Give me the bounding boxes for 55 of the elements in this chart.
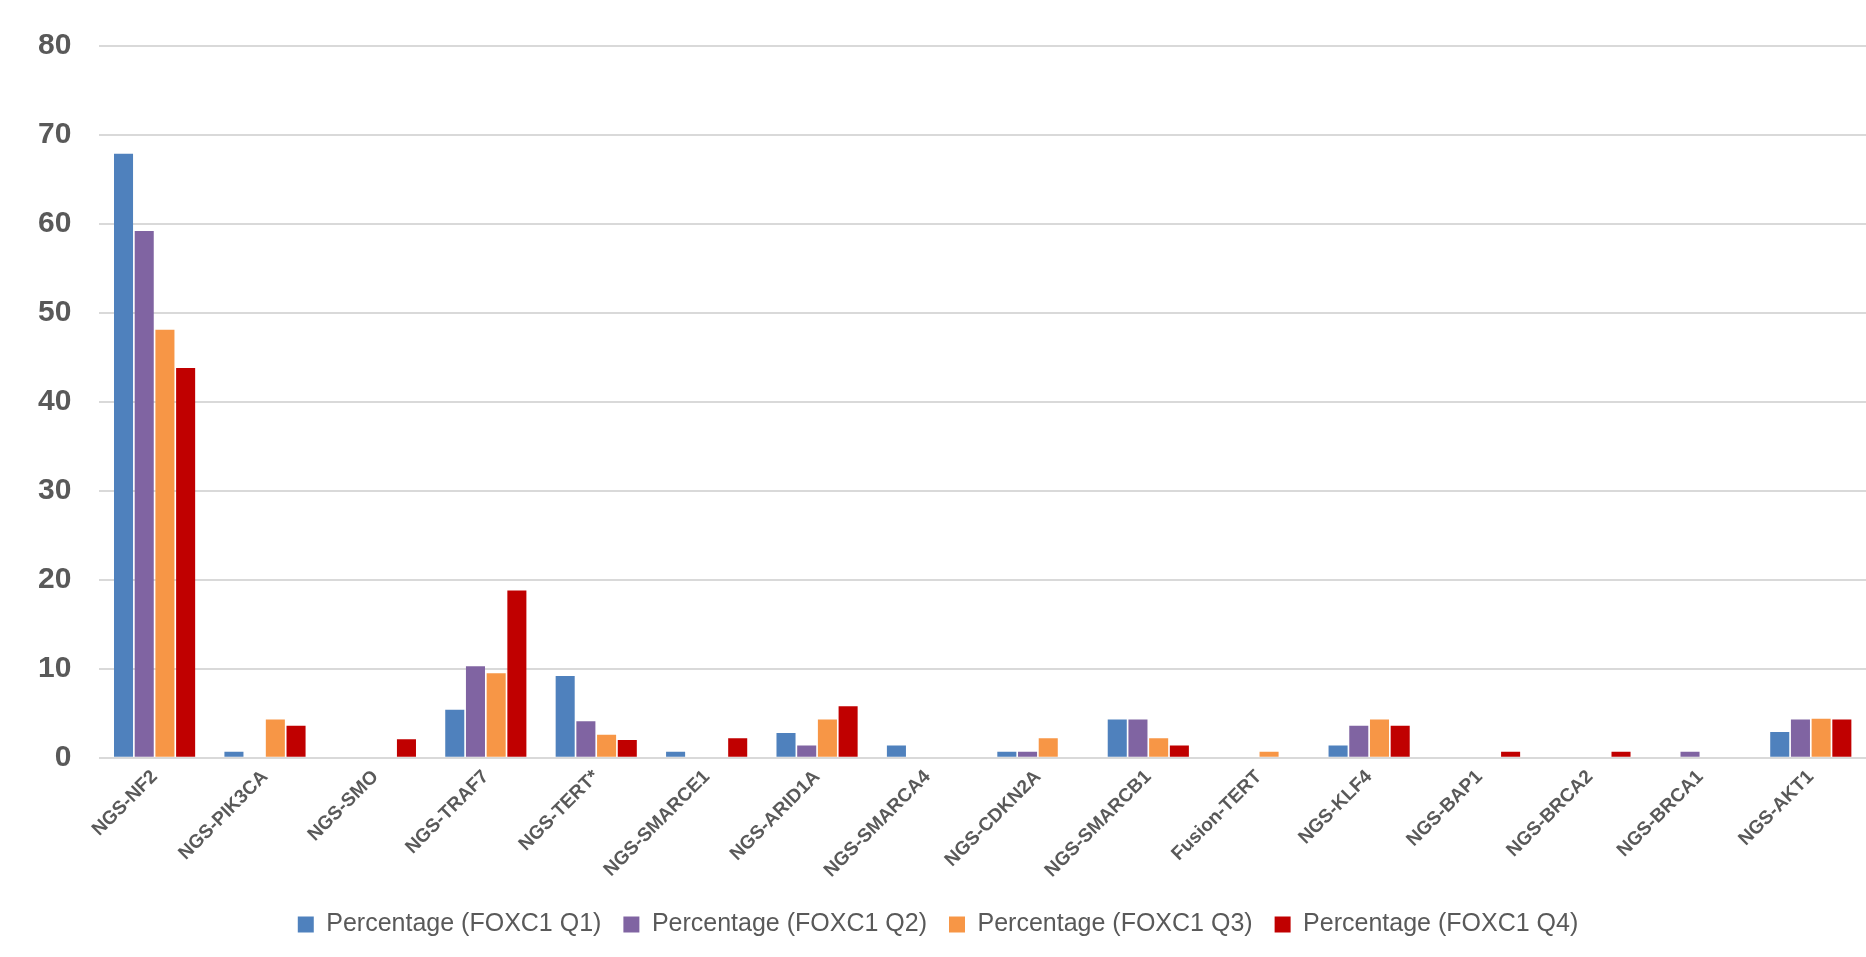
- bar: [286, 725, 306, 757]
- legend-label: Percentage (FOXC1 Q1): [326, 908, 602, 937]
- bar: [1501, 751, 1521, 757]
- bar: [465, 666, 485, 757]
- bar: [576, 721, 596, 757]
- y-tick-label: 60: [37, 205, 72, 239]
- bar: [1038, 738, 1058, 757]
- bar: [1328, 745, 1348, 757]
- bar: [396, 739, 416, 757]
- y-tick-label: 30: [37, 472, 72, 506]
- y-tick-label: 50: [37, 294, 72, 328]
- y-tick-label: 80: [37, 27, 72, 61]
- bar: [265, 719, 285, 757]
- bar: [1611, 751, 1631, 757]
- bar: [1832, 719, 1852, 757]
- bar: [776, 732, 796, 757]
- bar: [666, 751, 686, 757]
- legend-label: Percentage (FOXC1 Q2): [651, 908, 928, 937]
- bar: [155, 329, 175, 757]
- bar: [1390, 725, 1410, 757]
- bar: [597, 734, 617, 757]
- bar: [1811, 718, 1831, 757]
- bar: [1770, 732, 1790, 757]
- bar: [886, 745, 906, 757]
- bar: [1259, 751, 1279, 757]
- y-tick-label: 10: [37, 650, 72, 684]
- bar: [728, 738, 748, 757]
- bar: [134, 231, 154, 757]
- y-tick-label: 20: [37, 561, 72, 595]
- bar: [176, 368, 196, 757]
- legend-label: Percentage (FOXC1 Q3): [977, 908, 1253, 937]
- bar: [1790, 719, 1810, 757]
- y-tick-label: 40: [37, 383, 72, 417]
- bar: [1169, 745, 1189, 757]
- y-tick-label: 70: [37, 116, 72, 150]
- bar: [1369, 719, 1390, 757]
- bar: [838, 706, 858, 757]
- bar: [617, 740, 637, 757]
- bar: [797, 745, 817, 757]
- bar: [445, 709, 465, 757]
- bar: [817, 719, 837, 757]
- bar: [486, 673, 506, 757]
- bar: [555, 675, 575, 757]
- bar: [1107, 719, 1127, 757]
- bar: [1149, 738, 1169, 757]
- bar: [114, 153, 134, 757]
- y-tick-label: 0: [54, 739, 72, 773]
- bar: [507, 590, 527, 757]
- bar: [1128, 719, 1148, 757]
- bar: [224, 751, 244, 757]
- bar: [1018, 751, 1038, 757]
- bar: [997, 751, 1017, 757]
- bar: [1349, 725, 1369, 757]
- bar: [1680, 751, 1700, 757]
- legend-label: Percentage (FOXC1 Q4): [1303, 908, 1579, 937]
